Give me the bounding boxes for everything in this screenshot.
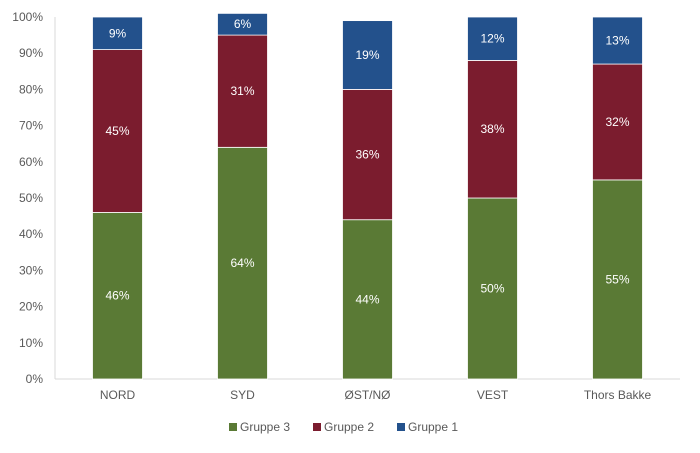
y-tick-label: 60% (19, 155, 43, 169)
category-label: Thors Bakke (584, 388, 652, 402)
legend: Gruppe 3 Gruppe 2 Gruppe 1 (229, 420, 458, 434)
y-tick-label: 30% (19, 263, 43, 277)
legend-label: Gruppe 3 (240, 420, 290, 434)
y-tick-label: 0% (26, 372, 44, 386)
y-axis-ticks: 0% 10% 20% 30% 40% 50% 60% 70% 80% 90% 100% (12, 10, 43, 386)
data-label: 38% (480, 122, 504, 136)
y-tick-label: 10% (19, 336, 43, 350)
data-label: 13% (605, 34, 629, 48)
y-tick-label: 50% (19, 191, 43, 205)
bar-segment (217, 12, 268, 36)
category-label: SYD (230, 388, 255, 402)
data-label: 9% (109, 26, 127, 40)
data-label: 32% (605, 115, 629, 129)
data-label: 45% (105, 124, 129, 138)
bar-segment (467, 16, 518, 61)
data-label: 46% (105, 289, 129, 303)
category-label: ØST/NØ (344, 388, 390, 402)
data-label: 31% (230, 84, 254, 98)
y-tick-label: 80% (19, 82, 43, 96)
category-label: NORD (100, 388, 136, 402)
data-label: 55% (605, 272, 629, 286)
bar-segment (217, 34, 268, 148)
legend-label: Gruppe 1 (408, 420, 458, 434)
bar-segment (342, 89, 393, 221)
legend-swatch (313, 423, 321, 431)
data-label: 12% (480, 32, 504, 46)
data-label: 36% (355, 148, 379, 162)
bar-segment (592, 63, 643, 181)
bars: 46% 45% 9% 64% 31% 6% 44% 36% 19% 50% 38% 12% 55% 32%… (92, 12, 643, 380)
legend-label: Gruppe 2 (324, 420, 374, 434)
bar-segment (467, 197, 518, 380)
bar-segment (217, 146, 268, 380)
bar-segment (342, 20, 393, 90)
bar-segment (592, 179, 643, 380)
y-tick-label: 70% (19, 119, 43, 133)
y-tick-label: 100% (12, 10, 43, 24)
data-label: 50% (480, 282, 504, 296)
bar-segment (92, 16, 143, 50)
bar-segment (592, 16, 643, 65)
y-tick-label: 20% (19, 300, 43, 314)
data-label: 64% (230, 256, 254, 270)
data-label: 19% (355, 48, 379, 62)
bar-segment (92, 212, 143, 380)
data-label: 44% (355, 292, 379, 306)
category-label: VEST (477, 388, 509, 402)
legend-swatch (229, 423, 237, 431)
data-label: 6% (234, 17, 252, 31)
y-tick-label: 90% (19, 46, 43, 60)
category-labels: NORD SYD ØST/NØ VEST Thors Bakke (100, 388, 652, 402)
bar-segment (467, 60, 518, 199)
legend-swatch (397, 423, 405, 431)
y-tick-label: 40% (19, 227, 43, 241)
